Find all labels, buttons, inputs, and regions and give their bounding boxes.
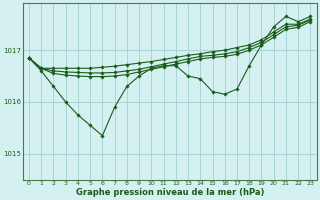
X-axis label: Graphe pression niveau de la mer (hPa): Graphe pression niveau de la mer (hPa) [76, 188, 264, 197]
